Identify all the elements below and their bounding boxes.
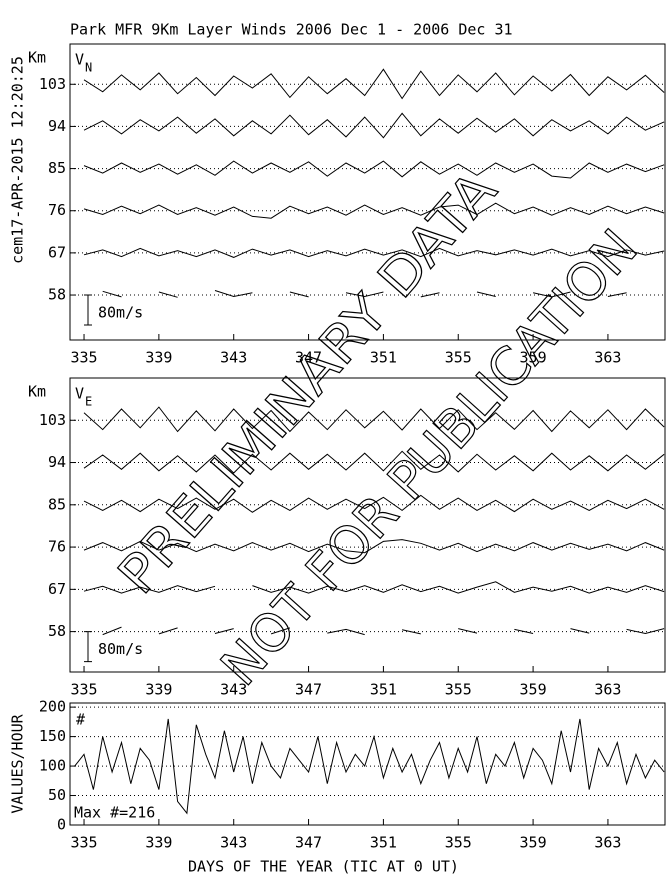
x-tick-label: 359: [520, 834, 547, 852]
timestamp-label: cem17-APR-2015 12:20:25: [9, 56, 27, 264]
y-axis-label: VALUES/HOUR: [9, 713, 27, 813]
x-tick-label: 355: [445, 834, 472, 852]
x-tick-label: 343: [220, 834, 247, 852]
x-tick-label: 335: [70, 681, 97, 699]
x-tick-label: 335: [70, 349, 97, 367]
y-tick-label: 103: [39, 411, 66, 429]
wind-trace: [83, 406, 665, 433]
y-tick-label: 103: [39, 75, 66, 93]
plot-frame: [69, 702, 666, 826]
chart-title: Park MFR 9Km Layer Winds 2006 Dec 1 - 20…: [70, 21, 513, 39]
x-tick-label: 363: [594, 349, 621, 367]
y-tick-label: 85: [48, 495, 66, 513]
wind-trace: [102, 626, 665, 636]
x-tick-label: 355: [445, 349, 472, 367]
y-tick-label: 67: [48, 243, 66, 261]
count-line: [74, 718, 665, 815]
y-tick-label: 85: [48, 159, 66, 177]
x-tick-label: 343: [220, 681, 247, 699]
x-tick-label: 363: [594, 834, 621, 852]
x-tick-label: 335: [70, 834, 97, 852]
wind-trace: [83, 450, 665, 474]
wind-trace: [83, 160, 665, 179]
component-subscript: N: [85, 61, 92, 75]
component-label: V: [75, 385, 84, 403]
wind-trace: [83, 202, 665, 219]
y-tick-label: 94: [48, 453, 66, 471]
watermark: PRELIMINARY DATA: [107, 160, 509, 606]
plot-frame: [69, 377, 666, 673]
y-axis-unit: Km: [28, 49, 46, 67]
component-label: V: [75, 51, 84, 69]
annotation: #: [76, 711, 85, 729]
x-tick-label: 343: [220, 349, 247, 367]
x-tick-label: 363: [594, 681, 621, 699]
plot-frame: [69, 43, 666, 341]
y-tick-label: 50: [48, 786, 66, 804]
y-tick-label: 76: [48, 538, 66, 556]
wind-trace: [83, 112, 665, 139]
x-tick-label: 355: [445, 681, 472, 699]
scale-bar-label: 80m/s: [98, 640, 143, 658]
x-tick-label: 351: [370, 349, 397, 367]
scale-bar: [84, 631, 92, 663]
x-tick-label: 351: [370, 834, 397, 852]
max-label: Max #=216: [74, 804, 155, 822]
x-tick-label: 359: [520, 681, 547, 699]
x-tick-label: 347: [295, 349, 322, 367]
x-tick-label: 347: [295, 834, 322, 852]
y-tick-label: 150: [39, 727, 66, 745]
wind-trace: [83, 68, 665, 100]
wind-trace: [83, 494, 665, 513]
x-tick-label: 347: [295, 681, 322, 699]
y-tick-label: 94: [48, 117, 66, 135]
x-tick-label: 339: [145, 349, 172, 367]
component-subscript: E: [85, 395, 92, 409]
y-axis-unit: Km: [28, 383, 46, 401]
y-tick-label: 200: [39, 698, 66, 716]
scale-bar-label: 80m/s: [98, 304, 143, 322]
x-tick-label: 359: [520, 349, 547, 367]
y-tick-label: 100: [39, 757, 66, 775]
x-tick-label: 339: [145, 681, 172, 699]
y-tick-label: 76: [48, 201, 66, 219]
y-tick-label: 58: [48, 286, 66, 304]
wind-trace: [83, 539, 665, 554]
y-tick-label: 0: [57, 816, 66, 834]
wind-trace: [83, 581, 665, 594]
y-tick-label: 67: [48, 580, 66, 598]
x-tick-label: 339: [145, 834, 172, 852]
scale-bar: [84, 294, 92, 326]
x-tick-label: 351: [370, 681, 397, 699]
y-tick-label: 58: [48, 622, 66, 640]
wind-trace: [83, 247, 665, 258]
x-axis-label: DAYS OF THE YEAR (TIC AT 0 UT): [188, 858, 459, 876]
